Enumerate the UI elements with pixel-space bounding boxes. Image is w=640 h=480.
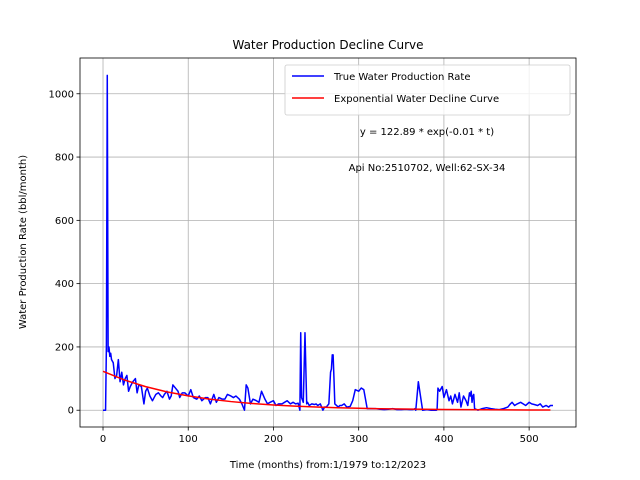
equation-annotation: y = 122.89 * exp(-0.01 * t) — [360, 127, 494, 138]
ticks: 0 100 200 300 400 500 0 200 400 600 800 1000 — [49, 89, 539, 445]
y-tick-label: 400 — [55, 279, 74, 290]
true-water-production-rate-line — [103, 74, 553, 411]
legend-label-decline-curve: Exponential Water Decline Curve — [334, 94, 499, 105]
x-tick-label: 300 — [349, 434, 368, 445]
x-tick-label: 200 — [264, 434, 283, 445]
x-tick-label: 400 — [434, 434, 453, 445]
exponential-decline-curve-line — [102, 370, 551, 411]
well-annotation: Api No:2510702, Well:62-SX-34 — [349, 163, 506, 174]
y-tick-label: 200 — [55, 342, 74, 353]
x-tick-label: 500 — [520, 434, 539, 445]
grid — [80, 58, 576, 427]
legend-label-true-rate: True Water Production Rate — [333, 72, 470, 83]
series-layer — [102, 74, 553, 411]
y-tick-label: 800 — [55, 153, 74, 164]
y-tick-label: 0 — [68, 406, 74, 417]
y-tick-label: 600 — [55, 216, 74, 227]
chart-title: Water Production Decline Curve — [232, 38, 423, 52]
plot-frame — [79, 57, 577, 428]
x-tick-label: 0 — [100, 434, 106, 445]
legend: True Water Production Rate Exponential W… — [284, 64, 571, 116]
x-tick-label: 100 — [179, 434, 198, 445]
y-axis-title: Water Production Rate (bbl/month) — [18, 155, 29, 329]
y-tick-label: 1000 — [49, 89, 74, 100]
x-axis-title: Time (months) from:1/1979 to:12/2023 — [229, 460, 426, 471]
legend-box — [284, 64, 571, 116]
